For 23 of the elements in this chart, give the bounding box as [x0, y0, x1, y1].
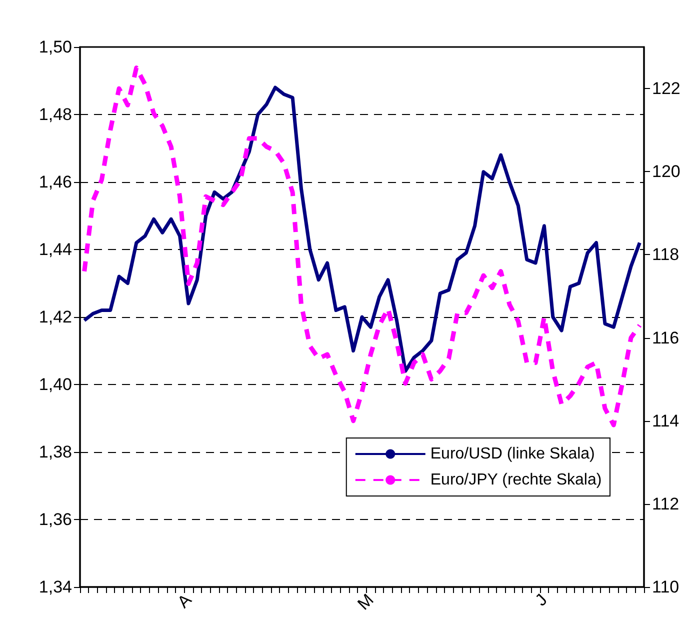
legend-label: Euro/JPY (rechte Skala) — [430, 472, 602, 488]
y2-tick-label: 118 — [652, 245, 680, 264]
line-series — [82, 66, 642, 428]
line-series — [82, 86, 642, 373]
y2-tick-label: 110 — [652, 578, 680, 596]
y-tick-label: 1,48 — [38, 105, 72, 124]
y2-tick-label: 116 — [652, 328, 680, 348]
x-tick-label: J — [531, 590, 551, 610]
y2-tick-label: 122 — [652, 79, 680, 98]
y-tick-label: 1,36 — [38, 510, 72, 529]
y-tick-label: 1,46 — [38, 172, 72, 192]
y2-tick-label: 114 — [652, 411, 680, 430]
x-tick-label: A — [174, 590, 196, 612]
y-tick-label: 1,50 — [38, 38, 72, 56]
legend-label: Euro/USD (linke Skala) — [430, 446, 595, 462]
x-tick-label: M — [354, 590, 378, 614]
y-tick-label: 1,34 — [38, 578, 72, 596]
y2-tick-label: 120 — [652, 162, 680, 182]
y-tick-label: 1,40 — [38, 375, 72, 394]
y-tick-label: 1,42 — [38, 308, 72, 326]
y-tick-label: 1,38 — [38, 442, 72, 462]
y2-tick-label: 112 — [652, 494, 680, 514]
y-tick-label: 1,44 — [38, 240, 72, 259]
